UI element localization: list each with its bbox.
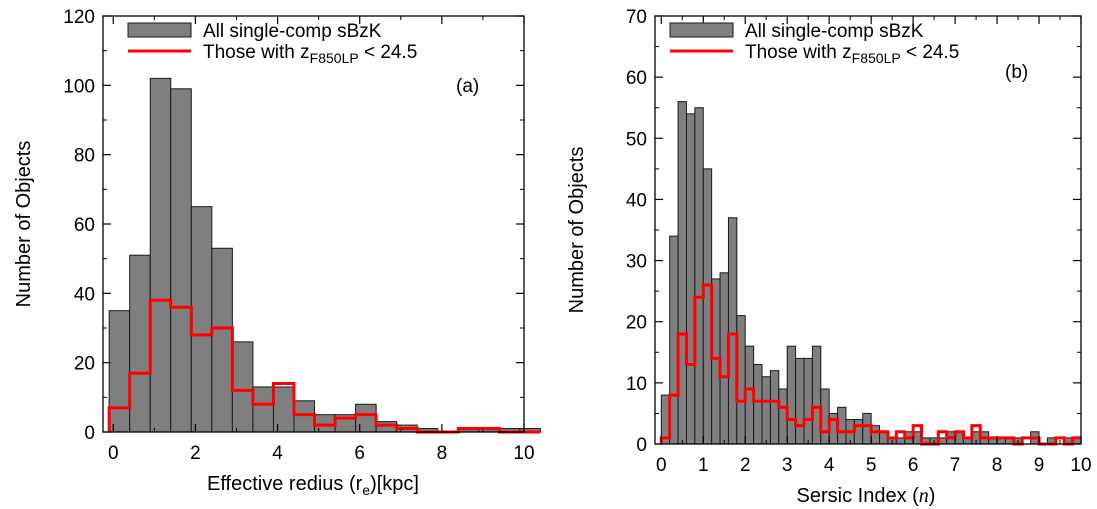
- axis-ticks: [103, 15, 525, 433]
- legend-label-line-subscript: F850LP: [852, 50, 901, 66]
- x-tick-label: 8: [437, 443, 448, 464]
- x-axis-label-text: Sersic Index (: [797, 485, 920, 507]
- histogram-bar: [314, 414, 336, 433]
- legend-label-bar: All single-comp sBzK: [203, 21, 382, 42]
- legend-label-line: Those with zF850LP < 24.5: [203, 42, 417, 66]
- histogram-bar: [795, 357, 805, 445]
- histogram-bar: [211, 247, 233, 433]
- y-tick-label: 40: [626, 190, 647, 211]
- histogram-bar: [727, 217, 738, 445]
- x-tick-label: 6: [354, 443, 365, 464]
- histogram-bar: [761, 376, 771, 445]
- panel-label: (a): [456, 76, 479, 97]
- legend-label-bar: All single-comp sBzK: [745, 21, 924, 42]
- histogram-bar: [753, 364, 763, 445]
- histogram-bar: [252, 386, 274, 433]
- subsample-step-line: [659, 283, 1081, 446]
- y-tick-label: 60: [626, 68, 647, 89]
- y-tick-label: 50: [626, 129, 647, 150]
- y-tick-label: 30: [626, 252, 647, 273]
- x-axis-label: Effective redius (re)[kpc]: [207, 473, 419, 498]
- histogram-bar: [803, 357, 813, 445]
- x-tick-label: 3: [782, 455, 793, 476]
- histogram-bar: [190, 206, 213, 433]
- x-axis-label-tail: )[kpc]: [370, 473, 419, 495]
- x-tick-label: 5: [866, 455, 877, 476]
- x-tick-label: 0: [656, 455, 667, 476]
- histogram-bar: [375, 421, 398, 433]
- x-tick-label: 1: [698, 455, 709, 476]
- legend-swatch-bar: [127, 22, 192, 38]
- y-tick-label: 70: [626, 7, 647, 28]
- panel-label: (b): [1005, 62, 1028, 83]
- y-tick-label: 20: [626, 313, 647, 334]
- y-axis-label: Number of Objects: [566, 147, 588, 314]
- legend-label-line-text: Those with z: [745, 42, 852, 63]
- x-tick-label: 0: [108, 443, 119, 464]
- x-axis-label-text: Effective redius (r: [207, 473, 363, 495]
- y-tick-label: 100: [63, 76, 95, 97]
- y-tick-label: 0: [84, 423, 95, 444]
- x-tick-label: 9: [1034, 455, 1045, 476]
- legend-label-line-tail: < 24.5: [901, 42, 960, 63]
- legend-label-line-text: Those with z: [203, 42, 310, 63]
- x-tick-label: 10: [513, 443, 534, 464]
- y-tick-label: 80: [74, 146, 95, 167]
- x-tick-label: 8: [992, 455, 1003, 476]
- y-tick-label: 20: [74, 354, 95, 375]
- x-tick-label: 6: [908, 455, 919, 476]
- histogram-bar: [685, 113, 696, 445]
- x-tick-label: 2: [190, 443, 201, 464]
- legend-label-line-subscript: F850LP: [310, 50, 359, 66]
- legend-label-line-tail: < 24.5: [359, 42, 418, 63]
- panel-b: 0 1 2 3 4 5 6 7 8 9 10 0 10 20 30 40 50 60 70 Sersic Index …: [566, 7, 1092, 507]
- histogram-bar: [108, 310, 131, 433]
- histogram-bar: [149, 77, 172, 433]
- histogram-bars: [108, 77, 541, 433]
- histogram-bar: [231, 341, 254, 433]
- legend-swatch-bar: [669, 22, 734, 38]
- y-axis-label: Number of Objects: [13, 141, 35, 308]
- legend-label-line: Those with zF850LP < 24.5: [745, 42, 959, 66]
- histogram-bars: [660, 101, 1082, 445]
- x-axis-label-subscript: e: [362, 482, 370, 498]
- y-tick-label: 0: [636, 435, 647, 456]
- y-tick-label: 40: [74, 284, 95, 305]
- histogram-bar: [170, 88, 192, 433]
- x-tick-label: 2: [740, 455, 751, 476]
- y-tick-label: 60: [74, 215, 95, 236]
- x-tick-label: 10: [1070, 455, 1091, 476]
- x-axis-label-tail: ): [929, 485, 936, 507]
- histogram-bar: [129, 254, 151, 433]
- histogram-bar: [293, 400, 316, 433]
- histogram-bar: [272, 386, 295, 433]
- histogram-bar: [786, 345, 797, 445]
- y-tick-label: 120: [63, 7, 95, 28]
- y-tick-label: 10: [626, 374, 647, 395]
- x-tick-label: 4: [272, 443, 283, 464]
- x-tick-label: 4: [824, 455, 835, 476]
- histogram-bar: [694, 107, 704, 445]
- x-tick-label: 7: [950, 455, 961, 476]
- axis-ticks: [655, 15, 1082, 445]
- x-axis-label: Sersic Index (n): [797, 485, 936, 507]
- histogram-bar: [355, 403, 377, 433]
- x-axis-label-italic: n: [919, 485, 929, 507]
